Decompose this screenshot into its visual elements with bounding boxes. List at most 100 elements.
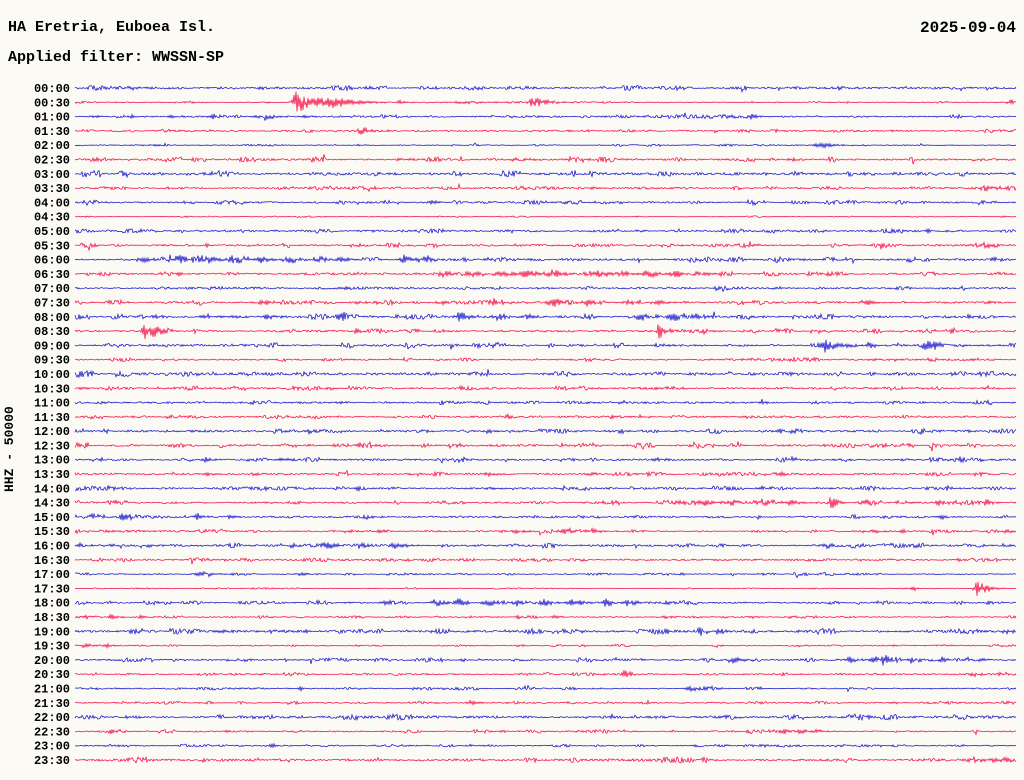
row-time-label: 18:00 xyxy=(34,597,70,611)
row-time-label: 19:30 xyxy=(34,640,70,654)
row-time-label: 15:30 xyxy=(34,525,70,539)
seismo-trace-1200 xyxy=(74,427,1017,436)
row-time-label: 03:30 xyxy=(34,182,70,196)
row-time-label: 12:00 xyxy=(34,425,70,439)
seismo-trace-1230 xyxy=(74,440,1016,452)
row-time-label: 06:00 xyxy=(34,254,70,268)
seismo-trace-0530 xyxy=(74,241,1017,252)
row-time-label: 16:30 xyxy=(34,554,70,568)
row-time-label: 12:30 xyxy=(34,439,70,453)
seismo-trace-0600 xyxy=(74,254,1017,265)
row-time-label: 14:00 xyxy=(34,482,70,496)
row-time-label: 04:00 xyxy=(34,196,70,210)
seismo-trace-0100 xyxy=(74,112,1017,121)
row-time-label: 19:00 xyxy=(34,625,70,639)
seismo-trace-0500 xyxy=(74,227,1017,235)
seismo-trace-0000 xyxy=(74,84,1017,93)
seismo-trace-1300 xyxy=(75,455,1017,464)
row-time-label: 22:00 xyxy=(34,711,70,725)
date-label: 2025-09-04 xyxy=(919,19,1016,37)
seismo-trace-2030 xyxy=(74,670,1017,678)
seismo-trace-1630 xyxy=(74,557,1017,565)
seismo-trace-1400 xyxy=(74,484,1017,493)
seismo-trace-1030 xyxy=(74,384,1017,392)
row-time-label: 02:30 xyxy=(34,154,70,168)
seismo-trace-0230 xyxy=(74,154,1017,165)
seismo-trace-0300 xyxy=(74,169,1017,179)
seismo-trace-1900 xyxy=(74,626,1017,637)
row-time-label: 08:30 xyxy=(34,325,70,339)
row-time-label: 03:00 xyxy=(34,168,70,182)
row-time-label: 20:00 xyxy=(34,654,70,668)
row-time-label: 11:30 xyxy=(34,411,70,425)
seismo-trace-1800 xyxy=(74,598,1017,607)
row-time-label: 08:00 xyxy=(34,311,70,325)
row-time-label: 09:00 xyxy=(34,339,70,353)
row-time-label: 07:30 xyxy=(34,297,70,311)
row-time-label: 07:00 xyxy=(34,282,70,296)
seismo-trace-0330 xyxy=(74,182,1017,193)
seismo-trace-1600 xyxy=(74,541,1017,550)
row-time-label: 14:30 xyxy=(34,497,70,511)
seismo-trace-1130 xyxy=(74,412,1017,420)
row-time-label: 02:00 xyxy=(34,139,70,153)
seismo-trace-0800 xyxy=(74,311,1017,322)
seismo-trace-1330 xyxy=(74,469,1017,478)
seismo-trace-0630 xyxy=(74,269,1017,279)
seismo-trace-2300 xyxy=(74,742,1017,749)
row-time-label: 13:00 xyxy=(34,454,70,468)
row-time-label: 20:30 xyxy=(34,668,70,682)
row-time-label: 11:00 xyxy=(34,397,70,411)
station-title: HA Eretria, Euboea Isl. xyxy=(8,19,216,36)
seismo-trace-1000 xyxy=(74,369,1017,379)
row-time-label: 13:30 xyxy=(34,468,70,482)
row-time-label: 23:00 xyxy=(34,740,70,754)
seismo-trace-0730 xyxy=(74,298,1017,307)
row-time-label: 17:30 xyxy=(34,582,70,596)
seismo-trace-2000 xyxy=(74,655,1017,666)
row-time-label: 00:00 xyxy=(34,82,70,96)
row-time-label: 09:30 xyxy=(34,354,70,368)
row-time-label: 01:00 xyxy=(34,111,70,125)
row-time-label: 23:30 xyxy=(34,754,70,768)
seismo-trace-0900 xyxy=(74,339,1017,353)
seismo-trace-2330 xyxy=(74,755,1017,764)
seismo-trace-1500 xyxy=(74,512,1017,522)
row-time-label: 15:00 xyxy=(34,511,70,525)
row-time-label: 18:30 xyxy=(34,611,70,625)
seismo-trace-0700 xyxy=(74,284,1016,293)
seismo-trace-0430 xyxy=(74,215,1017,219)
seismo-trace-2130 xyxy=(74,699,1017,706)
row-time-label: 01:30 xyxy=(34,125,70,139)
seismo-trace-0200 xyxy=(74,142,1017,150)
seismo-trace-0930 xyxy=(74,356,1017,363)
row-time-label: 05:30 xyxy=(34,239,70,253)
seismo-trace-2230 xyxy=(74,728,1017,736)
seismo-trace-1700 xyxy=(74,570,1017,579)
seismo-trace-2200 xyxy=(74,712,1017,722)
row-time-label: 21:30 xyxy=(34,697,70,711)
row-time-label: 00:30 xyxy=(34,96,70,110)
seismo-trace-1730 xyxy=(74,581,1017,596)
row-time-label: 21:00 xyxy=(34,683,70,697)
row-time-label: 16:00 xyxy=(34,540,70,554)
row-time-label: 22:30 xyxy=(34,725,70,739)
seismo-trace-1830 xyxy=(74,613,1017,621)
filter-label: Applied filter: WWSSN-SP xyxy=(8,49,225,66)
seismo-trace-0130 xyxy=(74,126,1017,135)
row-time-label: 04:30 xyxy=(34,211,70,225)
row-time-label: 06:30 xyxy=(34,268,70,282)
row-time-label: 17:00 xyxy=(34,568,70,582)
row-time-label: 05:00 xyxy=(34,225,70,239)
row-time-label: 10:30 xyxy=(34,382,70,396)
seismo-trace-0400 xyxy=(74,198,1017,207)
seismo-trace-1100 xyxy=(74,399,1017,406)
seismo-trace-0830 xyxy=(74,324,1017,340)
seismo-trace-1530 xyxy=(74,526,1017,536)
seismo-trace-1430 xyxy=(74,497,1017,508)
seismo-trace-2100 xyxy=(74,684,1017,693)
row-time-label: 10:00 xyxy=(34,368,70,382)
seismo-trace-0030 xyxy=(74,91,1016,112)
